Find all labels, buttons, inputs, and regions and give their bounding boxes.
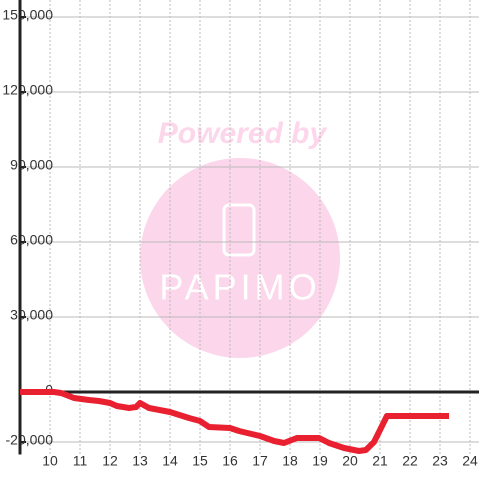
watermark-text: Powered by	[158, 117, 328, 150]
y-tick-label: 60,000	[10, 232, 53, 248]
x-tick-label: 17	[252, 453, 268, 469]
plot	[20, 389, 449, 454]
y-tick-label: -20,000	[6, 432, 54, 448]
x-tick-label: 11	[73, 453, 88, 469]
x-tick-label: 20	[342, 453, 358, 469]
x-tick-label: 21	[372, 453, 388, 469]
x-tick-label: 19	[312, 453, 328, 469]
series-line	[20, 389, 449, 454]
x-tick-label: 13	[132, 453, 148, 469]
y-tick-label: 90,000	[10, 157, 53, 173]
y-tick-label: 120,000	[2, 82, 53, 98]
grid: 10 11 12 13 14 15 16 17 18 19 20 21 22 23 24-20,000030…	[2, 0, 479, 469]
x-tick-label: 15	[192, 453, 208, 469]
x-tick-label: 10	[42, 453, 58, 469]
x-tick-label: 22	[402, 453, 418, 469]
x-tick-label: 18	[282, 453, 298, 469]
y-tick-label: 30,000	[10, 307, 53, 323]
y-tick-label: 150,000	[2, 7, 53, 23]
x-tick-label: 12	[102, 453, 118, 469]
watermark-phone	[222, 203, 256, 257]
x-tick-label: 16	[222, 453, 238, 469]
watermark-logo: PAPIMO	[159, 267, 320, 308]
x-tick-label: 14	[162, 453, 178, 469]
x-tick-label: 23	[432, 453, 448, 469]
x-tick-label: 24	[462, 453, 478, 469]
